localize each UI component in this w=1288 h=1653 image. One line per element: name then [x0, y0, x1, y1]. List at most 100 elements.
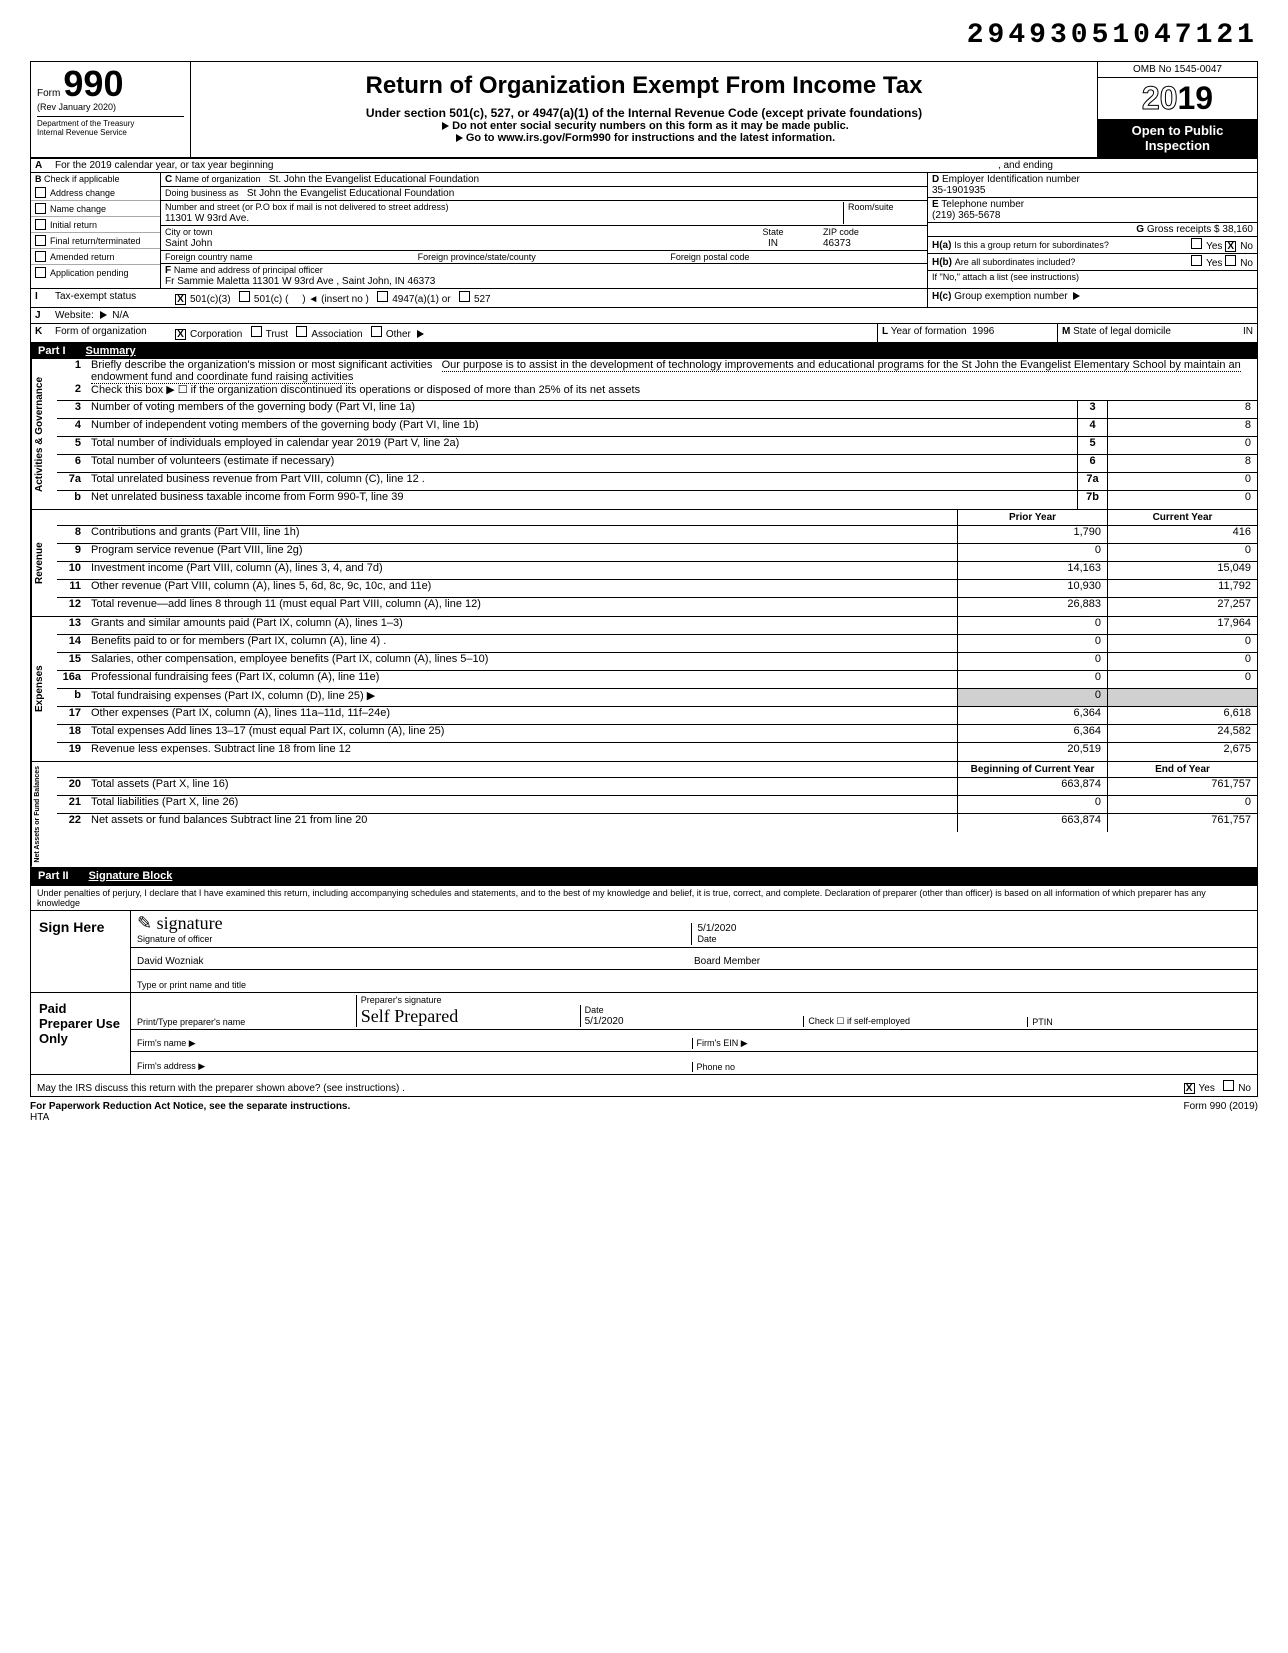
- line1-text: Briefly describe the organization's miss…: [91, 359, 432, 371]
- line-prior: 663,874: [957, 814, 1107, 832]
- l-text: Year of formation: [891, 326, 967, 337]
- open-public-1: Open to Public: [1102, 123, 1253, 138]
- line2-text: Check this box ▶ ☐ if the organization d…: [87, 383, 1257, 400]
- ein-label: Employer Identification number: [942, 174, 1080, 185]
- ha-text: Is this a group return for subordinates?: [954, 240, 1109, 250]
- state-value: IN: [768, 238, 778, 249]
- form-note-1: Do not enter social security numbers on …: [452, 120, 849, 132]
- line-text: Total number of individuals employed in …: [87, 437, 1077, 454]
- signature-image: ✎ signature: [137, 913, 223, 933]
- hb-text: Are all subordinates included?: [955, 257, 1076, 267]
- barcode-number: 29493051047121: [30, 20, 1258, 51]
- irs-no-checkbox[interactable]: [1223, 1080, 1234, 1091]
- firm-addr-label: Firm's address ▶: [137, 1061, 692, 1072]
- checkbox-corp[interactable]: X: [175, 329, 186, 340]
- street-value: 11301 W 93rd Ave.: [165, 213, 249, 224]
- sig-name-val: David Wozniak: [137, 956, 204, 967]
- form-header: Form 990 (Rev January 2020) Department o…: [30, 61, 1258, 159]
- checkbox-501c[interactable]: [239, 291, 250, 302]
- ha-no: No: [1240, 241, 1253, 252]
- checkbox-trust[interactable]: [251, 326, 262, 337]
- line-box: 6: [1077, 455, 1107, 472]
- line-num: 18: [57, 725, 87, 742]
- hb-label: H(b): [932, 257, 952, 268]
- irs-yes-checkbox[interactable]: X: [1184, 1083, 1195, 1094]
- hb-yes-checkbox[interactable]: [1191, 255, 1202, 266]
- line-num: 5: [57, 437, 87, 454]
- checkbox-pending[interactable]: [35, 267, 46, 278]
- checkbox-amended[interactable]: [35, 251, 46, 262]
- line-num: b: [57, 689, 87, 706]
- line-text: Professional fundraising fees (Part IX, …: [87, 671, 957, 688]
- e-label: E: [932, 199, 939, 210]
- line-val: 0: [1107, 491, 1257, 509]
- line-current: 0: [1107, 671, 1257, 688]
- line-num: 8: [57, 526, 87, 543]
- line-val: 8: [1107, 419, 1257, 436]
- prior-year-header: Prior Year: [957, 510, 1107, 525]
- checkbox-address-change[interactable]: [35, 187, 46, 198]
- checkbox-name-change[interactable]: [35, 203, 46, 214]
- checkbox-other[interactable]: [371, 326, 382, 337]
- hb-no-checkbox[interactable]: [1225, 255, 1236, 266]
- signature-block: Under penalties of perjury, I declare th…: [30, 884, 1258, 1097]
- line2-num: 2: [57, 383, 87, 400]
- line-num: 19: [57, 743, 87, 761]
- line-num: 10: [57, 562, 87, 579]
- line-text: Contributions and grants (Part VIII, lin…: [87, 526, 957, 543]
- label-address-change: Address change: [50, 188, 115, 198]
- line-text: Grants and similar amounts paid (Part IX…: [87, 617, 957, 634]
- l-label: L: [882, 326, 888, 337]
- line-prior: 0: [957, 544, 1107, 561]
- opt-assoc: Association: [311, 329, 362, 340]
- row-j-val: N/A: [112, 310, 129, 321]
- line-prior: 0: [957, 689, 1107, 706]
- vtab-revenue: Revenue: [31, 510, 57, 616]
- checkbox-initial-return[interactable]: [35, 219, 46, 230]
- f-label: F: [165, 265, 171, 276]
- beginning-year-header: Beginning of Current Year: [957, 762, 1107, 777]
- label-name-change: Name change: [50, 204, 106, 214]
- street-label: Number and street (or P.O box if mail is…: [165, 202, 448, 212]
- prep-sig-label: Preparer's signature: [361, 995, 442, 1005]
- checkbox-527[interactable]: [459, 291, 470, 302]
- form-rev: (Rev January 2020): [37, 102, 184, 112]
- opt-4947: 4947(a)(1) or: [392, 294, 450, 305]
- line-val: 0: [1107, 473, 1257, 490]
- checkbox-4947[interactable]: [377, 291, 388, 302]
- row-a-label: A: [31, 159, 51, 172]
- label-pending: Application pending: [50, 268, 129, 278]
- paid-preparer-label: Paid Preparer Use Only: [31, 993, 131, 1074]
- line-num: b: [57, 491, 87, 509]
- row-a: A For the 2019 calendar year, or tax yea…: [30, 159, 1258, 173]
- line-box: 4: [1077, 419, 1107, 436]
- checkbox-501c3[interactable]: X: [175, 294, 186, 305]
- current-year-header: Current Year: [1107, 510, 1257, 525]
- line-current: 11,792: [1107, 580, 1257, 597]
- checkbox-final-return[interactable]: [35, 235, 46, 246]
- opt-other: Other: [386, 329, 411, 340]
- line-current: 6,618: [1107, 707, 1257, 724]
- line-text: Total unrelated business revenue from Pa…: [87, 473, 1077, 490]
- row-j-text: Website:: [55, 310, 94, 321]
- ha-no-checkbox[interactable]: X: [1225, 241, 1236, 252]
- row-i-label: I: [31, 289, 51, 307]
- row-a-text1: For the 2019 calendar year, or tax year …: [51, 159, 554, 172]
- ha-yes-checkbox[interactable]: [1191, 238, 1202, 249]
- line-text: Total expenses Add lines 13–17 (must equ…: [87, 725, 957, 742]
- row-a-text2: , and ending: [554, 159, 1057, 172]
- zip-label: ZIP code: [823, 227, 859, 237]
- zip-value: 46373: [823, 238, 851, 249]
- line-text: Total number of volunteers (estimate if …: [87, 455, 1077, 472]
- checkbox-assoc[interactable]: [296, 326, 307, 337]
- line-current: 27,257: [1107, 598, 1257, 616]
- phone-label: Telephone number: [941, 199, 1024, 210]
- row-k-label: K: [31, 324, 51, 342]
- officer-value: Fr Sammie Maletta 11301 W 93rd Ave , Sai…: [165, 276, 435, 287]
- line-num: 13: [57, 617, 87, 634]
- line-text: Program service revenue (Part VIII, line…: [87, 544, 957, 561]
- line-num: 14: [57, 635, 87, 652]
- check-self-employed: Check ☐ if self-employed: [803, 1016, 1027, 1027]
- org-name: St. John the Evangelist Educational Foun…: [269, 174, 479, 185]
- line1-num: 1: [57, 359, 87, 383]
